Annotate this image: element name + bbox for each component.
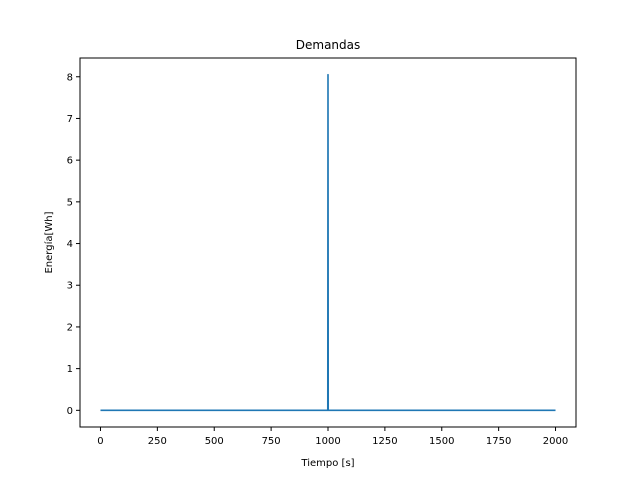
y-tick-label: 5 [67, 197, 73, 208]
y-tick-label: 2 [67, 322, 73, 333]
y-tick-label: 8 [67, 72, 73, 83]
x-tick-label: 1250 [372, 436, 397, 447]
chart-title: Demandas [296, 38, 361, 52]
plot-content [100, 73, 556, 412]
y-tick-label: 3 [67, 281, 73, 292]
x-tick-label: 500 [205, 436, 224, 447]
series-line [100, 73, 556, 412]
x-tick-label: 1000 [315, 436, 340, 447]
x-tick-label: 750 [262, 436, 281, 447]
y-axis-label: Energía[Wh] [43, 211, 55, 273]
x-axis-label: Tiempo [s] [300, 458, 354, 469]
x-tick-label: 250 [148, 436, 167, 447]
y-tick-label: 6 [67, 156, 73, 167]
x-tick-label: 1750 [486, 436, 511, 447]
y-tick-label: 1 [67, 364, 73, 375]
x-axis: 0 250 500 750 1000 1250 1500 1750 2000 [97, 427, 568, 447]
y-tick-label: 4 [67, 239, 73, 250]
y-tick-label: 0 [67, 406, 73, 417]
x-tick-label: 1500 [429, 436, 454, 447]
y-axis: 0 1 2 3 4 5 6 7 8 [67, 72, 80, 417]
x-tick-label: 0 [97, 436, 103, 447]
x-tick-label: 2000 [543, 436, 568, 447]
y-tick-label: 7 [67, 114, 73, 125]
